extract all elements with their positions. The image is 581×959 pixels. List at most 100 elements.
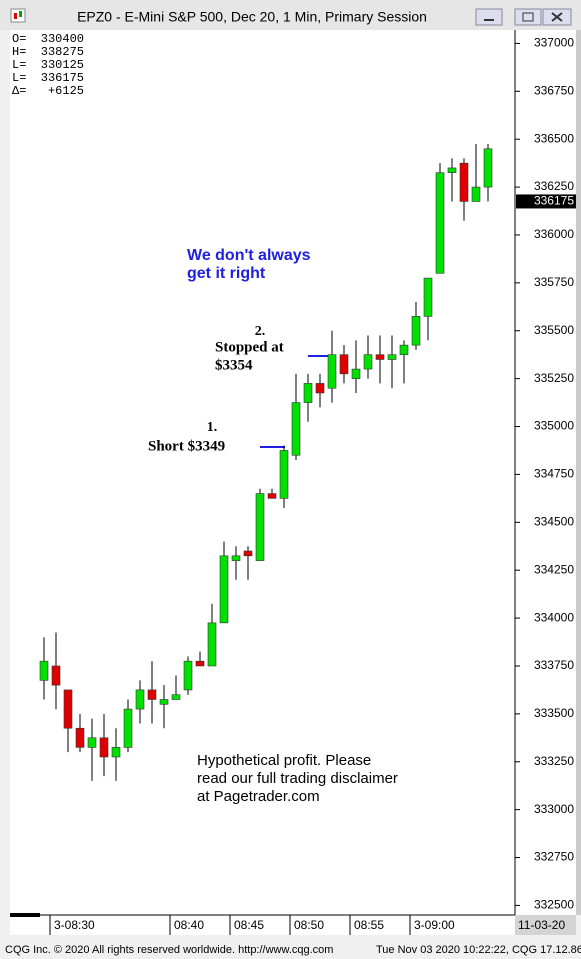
y-tick-label: 333000 [534,802,574,816]
candle-body [171,694,181,700]
candle-body [39,660,49,681]
candle-body [291,402,301,456]
candle-body [459,162,469,202]
window-title: EPZ0 - E-Mini S&P 500, Dec 20, 1 Min, Pr… [77,9,427,25]
candle-body [135,689,145,710]
candle-body [183,660,193,691]
y-tick-label: 334250 [534,562,574,576]
candle-body [123,708,133,748]
scroll-thumb [10,913,40,917]
disclaimer: Hypothetical profit. Please [197,752,371,769]
candle-body [435,172,445,274]
footer-right: Tue Nov 03 2020 10:22:22, CQG 17.12.860 [376,944,581,956]
candle-body [75,727,85,748]
info-value: 330400 [41,32,84,46]
x-tick-label: 3-09:00 [414,918,455,932]
candle-body [411,316,421,346]
annotation-text: Short $3349 [148,438,225,454]
y-tick-label: 333250 [534,754,574,768]
y-tick-label: 334500 [534,514,574,528]
candle-body [207,622,217,667]
info-value: 336175 [41,71,84,85]
candle-body [387,354,397,360]
candle-body [315,383,325,394]
disclaimer: read our full trading disclaimer [197,770,398,787]
candle-body [327,354,337,389]
plot-area [10,30,515,915]
candle-body [255,493,265,561]
x-tick-label: 08:45 [234,918,264,932]
info-key: L= [12,58,26,72]
last-price-box [516,194,576,209]
info-value: 338275 [41,45,84,59]
date-box [515,915,576,935]
candle-body [363,354,373,370]
y-tick-label: 335750 [534,275,574,289]
candle-body [375,354,385,360]
candle-body [243,550,253,557]
candle-body [399,344,409,355]
last-price-label: 336175 [534,194,574,208]
maximize-button[interactable] [514,8,542,26]
candle-body [303,383,313,403]
candle-body [219,555,229,624]
candle-body [471,186,481,202]
x-tick-label: 08:50 [294,918,324,932]
scroll-strip [576,30,581,915]
candle-body [147,689,157,700]
info-key: L= [12,71,26,85]
candle-body [99,737,109,758]
x-tick-label: 08:40 [174,918,204,932]
time-axis [10,915,515,935]
info-value: +6125 [48,84,84,98]
candle-body [195,660,205,667]
candle-body [159,699,169,705]
minimize-button[interactable] [475,8,503,26]
candle-body [339,354,349,375]
info-key: O= [12,32,26,46]
app-icon-bar [19,11,22,17]
candle-body [351,368,361,379]
y-tick-label: 335000 [534,419,574,433]
y-tick-label: 334750 [534,467,574,481]
y-tick-label: 335500 [534,323,574,337]
annotation-number: 1. [207,420,218,435]
y-tick-label: 336500 [534,131,574,145]
info-key: Δ= [12,84,26,98]
annotation-text: Stopped at [215,339,284,355]
headline: get it right [187,265,266,282]
headline: We don't always [187,247,311,264]
app-icon [10,8,26,23]
info-value: 330125 [41,58,84,72]
y-tick-label: 333500 [534,706,574,720]
candle-body [63,689,73,729]
y-tick-label: 336250 [534,179,574,193]
maximize-icon [522,12,534,22]
y-tick-label: 336750 [534,83,574,97]
x-tick-label: 08:55 [354,918,384,932]
y-tick-label: 337000 [534,36,574,50]
price-axis [515,30,576,915]
candle-body [51,665,61,686]
candle-body [87,737,97,748]
y-tick-label: 333750 [534,658,574,672]
annotation-number: 2. [255,324,266,339]
candle-body [231,555,241,561]
date-label: 11-03-20 [518,918,565,932]
candle-body [279,450,289,499]
y-tick-label: 334000 [534,610,574,624]
y-tick-label: 335250 [534,371,574,385]
candle-body [111,747,121,758]
candle-body [447,167,457,174]
info-key: H= [12,45,26,59]
y-tick-label: 332750 [534,850,574,864]
candle-body [423,277,433,317]
y-tick-label: 336000 [534,227,574,241]
app-icon-bar [14,13,17,19]
candle-body [483,148,493,188]
candle-body [267,493,277,499]
annotation-text: $3354 [215,357,253,373]
footer-left: CQG Inc. © 2020 All rights reserved worl… [5,944,333,956]
